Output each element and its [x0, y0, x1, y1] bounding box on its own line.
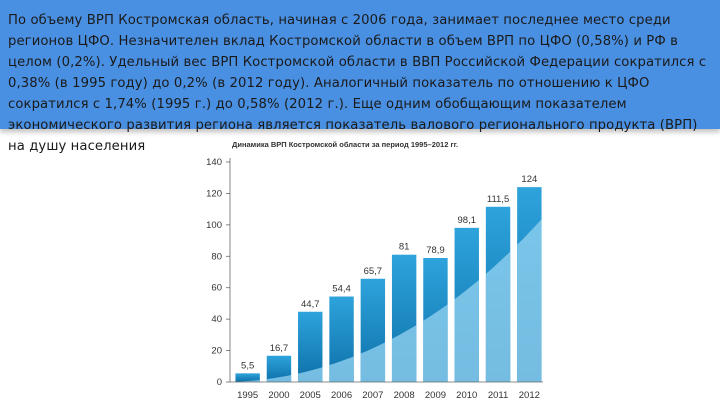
x-tick-label: 2008: [394, 390, 415, 401]
y-tick-label: 20: [211, 346, 222, 357]
x-tick-label: 2005: [300, 390, 321, 401]
x-tick-label: 2012: [519, 390, 540, 401]
y-tick-label: 60: [211, 283, 222, 294]
bar-value-label: 5,5: [241, 360, 254, 371]
bar-value-label: 111,5: [487, 194, 509, 205]
grp-chart: Динамика ВРП Костромской области за пери…: [198, 138, 550, 405]
bar-value-label: 81: [399, 242, 410, 253]
x-tick-label: 1995: [237, 390, 258, 401]
description-banner: По объему ВРП Костромская область, начин…: [0, 0, 720, 129]
bar-value-label: 44,7: [301, 299, 320, 310]
chart-svg: 0 20 40 60 80 100 120 140 5,5 1995 16,7 2000 44,7 200…: [198, 138, 550, 405]
bar-value-label: 124: [521, 174, 537, 185]
bar-value-label: 78,9: [426, 245, 445, 256]
y-tick-label: 0: [217, 377, 222, 388]
y-tick-label: 140: [206, 157, 222, 168]
x-tick-label: 2006: [331, 390, 352, 401]
x-tick-label: 2010: [456, 390, 477, 401]
bar-value-label: 16,7: [270, 343, 289, 354]
y-tick-label: 100: [206, 220, 222, 231]
x-tick-label: 2009: [425, 390, 446, 401]
description-text: По объему ВРП Костромская область, начин…: [8, 10, 712, 157]
bar-value-label: 65,7: [364, 266, 383, 277]
y-tick-label: 120: [206, 188, 222, 199]
x-tick-label: 2000: [268, 390, 289, 401]
x-tick-label: 2007: [362, 390, 383, 401]
bar-value-label: 54,4: [332, 284, 351, 295]
bar-value-label: 98,1: [458, 215, 477, 226]
x-tick-label: 2011: [488, 390, 508, 401]
y-tick-label: 80: [211, 251, 222, 262]
y-tick-label: 40: [211, 314, 222, 325]
